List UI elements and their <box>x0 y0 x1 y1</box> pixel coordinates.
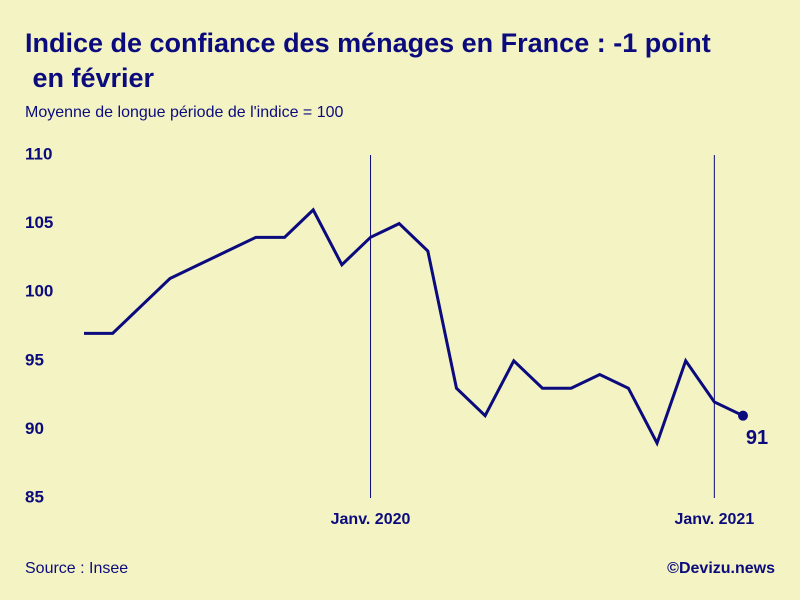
source: Source : Insee <box>25 560 128 577</box>
value-label: 91 <box>746 427 768 449</box>
y-tick-label: 105 <box>25 213 53 232</box>
line <box>84 207 744 447</box>
x-tick-label: Janv. 2020 <box>331 511 411 528</box>
x-tick-label: Janv. 2021 <box>674 511 754 528</box>
chart-subtitle: Moyenne de longue période de l'indice = … <box>25 104 344 121</box>
y-tick-label: 95 <box>25 350 44 369</box>
title-line: Indice de confiance des ménages en Franc… <box>25 28 711 58</box>
y-tick-label: 85 <box>25 487 44 506</box>
y-tick-label: 100 <box>25 282 53 301</box>
chart-title: Indice de confiance des ménages en Franc… <box>25 28 711 93</box>
y-tick-label: 110 <box>25 144 52 163</box>
credit: ©Devizu.news <box>667 560 775 577</box>
y-tick-label: 90 <box>25 419 44 438</box>
title-line: en février <box>25 63 155 93</box>
end-point <box>738 410 748 421</box>
